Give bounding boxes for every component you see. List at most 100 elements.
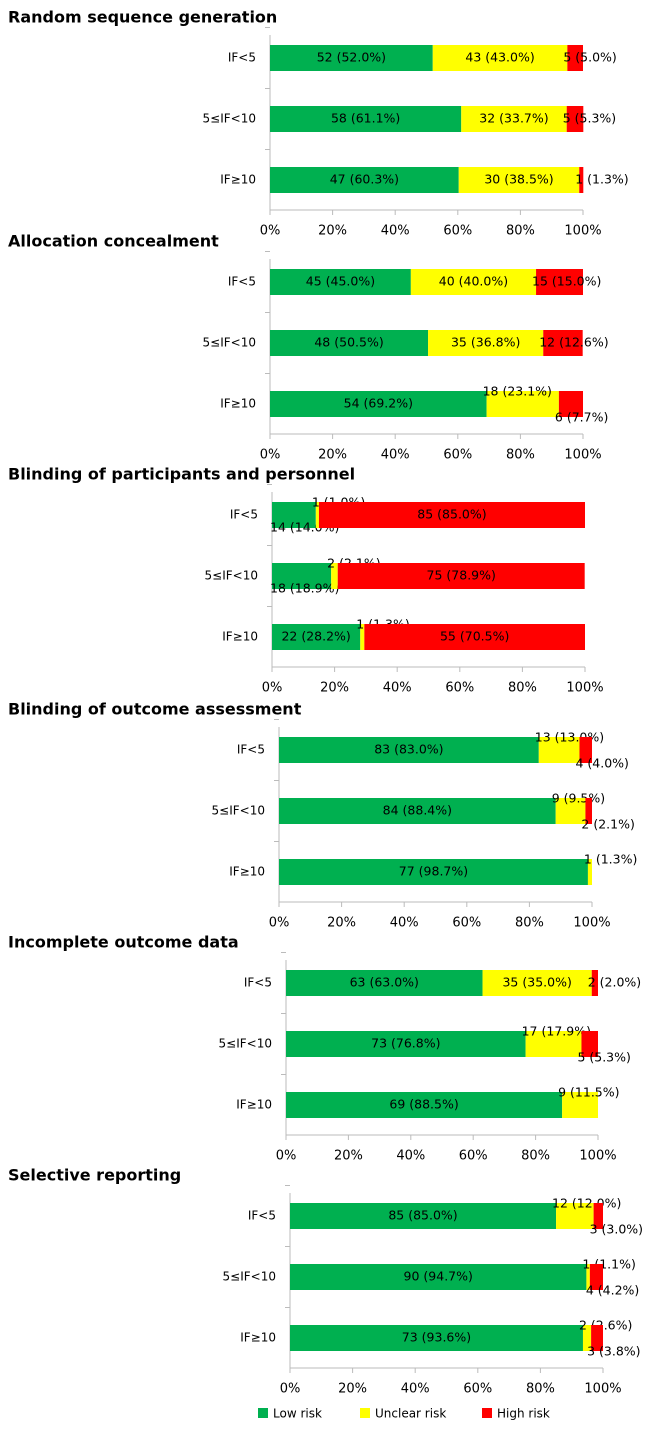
x-tick-label: 100% <box>564 224 601 239</box>
bar-segment <box>458 167 580 193</box>
x-tick-label: 40% <box>383 681 412 696</box>
value-label: 73 (76.8%) <box>371 1036 440 1051</box>
x-tick-label: 80% <box>506 448 535 463</box>
value-label: 55 (70.5%) <box>440 629 509 644</box>
value-label: 22 (28.2%) <box>281 629 350 644</box>
value-label: 32 (33.7%) <box>479 111 548 126</box>
bar-segment <box>410 269 537 295</box>
bar-segment <box>279 798 556 824</box>
value-label: 17 (17.9%) <box>522 1024 591 1039</box>
y-tick-label: IF<5 <box>244 976 272 990</box>
bar-segment <box>536 269 583 295</box>
x-tick-label: 40% <box>390 916 419 931</box>
x-tick-label: 60% <box>459 1149 488 1164</box>
bar-segment <box>290 1264 587 1290</box>
bar-segment <box>279 859 588 885</box>
x-tick-label: 40% <box>401 1382 430 1397</box>
x-tick-label: 60% <box>443 224 472 239</box>
bar-segment <box>461 106 567 132</box>
value-label: 4 (4.0%) <box>575 756 628 771</box>
value-label: 63 (63.0%) <box>350 975 419 990</box>
value-label: 90 (94.7%) <box>404 1269 473 1284</box>
x-tick-label: 20% <box>338 1382 367 1397</box>
bar-segment <box>582 1325 592 1351</box>
y-tick-label: 5≤IF<10 <box>223 1270 276 1284</box>
bar-segment <box>586 1264 590 1290</box>
y-tick-label: IF≥10 <box>222 630 258 644</box>
bar-segment <box>270 167 459 193</box>
legend-swatch <box>258 1408 268 1418</box>
value-label: 3 (3.8%) <box>587 1344 640 1359</box>
value-label: 6 (7.7%) <box>555 410 608 425</box>
x-tick-label: 100% <box>564 448 601 463</box>
y-tick-label: IF≥10 <box>236 1098 272 1112</box>
chart-title: Random sequence generation <box>8 8 277 27</box>
bar-segment <box>270 330 429 356</box>
value-label: 5 (5.3%) <box>563 111 616 126</box>
bar-segment <box>566 106 584 132</box>
bar-segment <box>543 330 583 356</box>
value-label: 15 (15.0%) <box>532 274 601 289</box>
x-tick-label: 0% <box>260 448 281 463</box>
bar-segment <box>593 1203 603 1229</box>
legend-swatch <box>360 1408 370 1418</box>
x-tick-label: 0% <box>262 681 283 696</box>
bar-segment <box>337 563 585 589</box>
bar-segment <box>581 1031 598 1057</box>
bar-segment <box>562 1092 598 1118</box>
bar-segment <box>585 798 592 824</box>
value-label: 54 (69.2%) <box>344 396 413 411</box>
value-label: 9 (9.5%) <box>552 791 605 806</box>
bar-segment <box>270 269 411 295</box>
value-label: 52 (52.0%) <box>317 50 386 65</box>
value-label: 12 (12.0%) <box>552 1196 621 1211</box>
x-tick-label: 0% <box>280 1382 301 1397</box>
value-label: 69 (88.5%) <box>389 1097 458 1112</box>
x-tick-label: 60% <box>452 916 481 931</box>
bar-segment <box>331 563 338 589</box>
bar-segment <box>579 167 584 193</box>
value-label: 75 (78.9%) <box>427 568 496 583</box>
bar-segment <box>270 106 462 132</box>
value-label: 1 (1.3%) <box>584 852 637 867</box>
y-tick-label: 5≤IF<10 <box>205 569 258 583</box>
y-tick-label: IF<5 <box>248 1209 276 1223</box>
bar-segment <box>315 502 319 528</box>
legend-label: Unclear risk <box>375 1407 446 1421</box>
x-tick-label: 60% <box>443 448 472 463</box>
x-tick-label: 20% <box>334 1149 363 1164</box>
bar-segment <box>558 391 583 417</box>
x-tick-label: 80% <box>526 1382 555 1397</box>
x-tick-label: 100% <box>566 681 603 696</box>
x-tick-label: 100% <box>579 1149 616 1164</box>
x-tick-label: 0% <box>269 916 290 931</box>
value-label: 85 (85.0%) <box>388 1208 457 1223</box>
bar-segment <box>279 737 539 763</box>
value-label: 1 (1.3%) <box>575 172 628 187</box>
x-tick-label: 100% <box>584 1382 621 1397</box>
value-label: 4 (4.2%) <box>586 1283 639 1298</box>
value-label: 47 (60.3%) <box>330 172 399 187</box>
value-label: 13 (13.0%) <box>535 730 604 745</box>
value-label: 45 (45.0%) <box>306 274 375 289</box>
chart-title: Blinding of outcome assessment <box>8 700 302 719</box>
bar-segment <box>286 970 483 996</box>
bar-segment <box>428 330 544 356</box>
bar-segment <box>270 391 487 417</box>
chart-title: Allocation concealment <box>8 232 219 251</box>
value-label: 84 (88.4%) <box>383 803 452 818</box>
value-label: 30 (38.5%) <box>484 172 553 187</box>
bar-segment <box>318 502 585 528</box>
chart-title: Incomplete outcome data <box>8 933 239 952</box>
value-label: 83 (83.0%) <box>374 742 443 757</box>
bar-segment <box>567 45 583 71</box>
bar-segment <box>591 1325 603 1351</box>
bar-segment <box>270 45 433 71</box>
legend-label: Low risk <box>273 1407 322 1421</box>
value-label: 9 (11.5%) <box>558 1085 619 1100</box>
x-tick-label: 20% <box>318 448 347 463</box>
y-tick-label: 5≤IF<10 <box>219 1037 272 1051</box>
y-tick-label: IF≥10 <box>220 173 256 187</box>
y-tick-label: 5≤IF<10 <box>203 112 256 126</box>
